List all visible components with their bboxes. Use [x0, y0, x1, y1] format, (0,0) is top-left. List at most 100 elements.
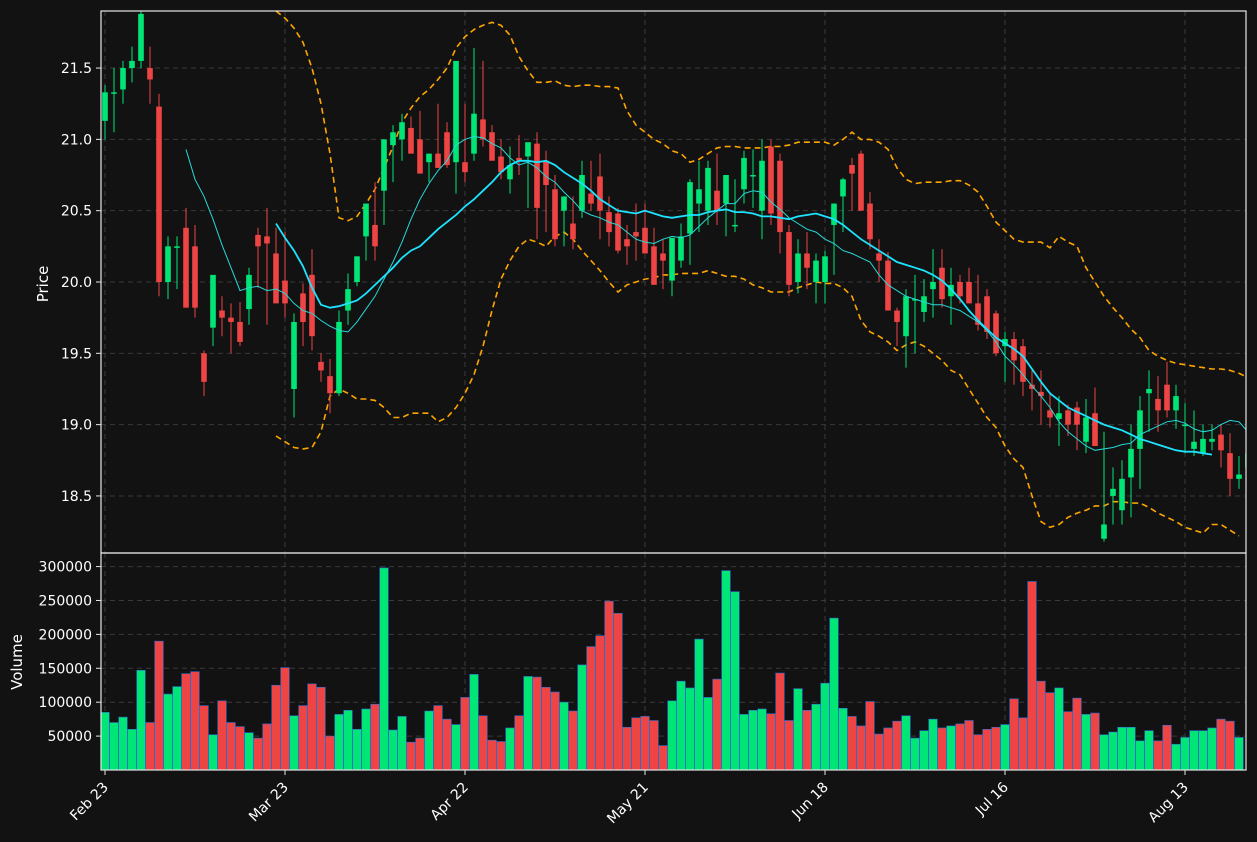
candle-body — [984, 296, 990, 332]
candle-body — [1074, 407, 1080, 425]
volume-tick-label: 50000 — [47, 729, 92, 745]
candle-body — [1182, 424, 1188, 427]
candle-body — [849, 165, 855, 174]
candle-body — [597, 176, 603, 211]
candle-body — [300, 293, 306, 322]
candle-body — [1200, 438, 1206, 454]
volume-bar — [1171, 743, 1181, 771]
candle-body — [750, 175, 756, 177]
volume-bar — [136, 670, 146, 771]
volume-bar — [730, 591, 740, 771]
candle-body — [174, 246, 180, 248]
volume-bar — [514, 715, 524, 771]
candle-body — [939, 267, 945, 300]
volume-bar — [181, 673, 191, 771]
volume-bar — [1072, 697, 1082, 771]
moving-averages — [185, 135, 1246, 456]
volume-bar — [478, 715, 488, 771]
candle-body — [1191, 441, 1197, 449]
bollinger-lower-line — [275, 231, 1240, 537]
candle-body — [192, 246, 198, 308]
candle-body — [165, 246, 171, 282]
volume-bar — [352, 729, 362, 771]
volume-bar — [892, 720, 902, 771]
candle-body — [354, 256, 360, 282]
volume-bar — [595, 635, 605, 771]
candle-body — [822, 256, 828, 282]
candle-body — [615, 213, 621, 251]
volume-bar — [631, 717, 641, 771]
candle-body — [1218, 434, 1224, 451]
candle-body — [390, 132, 396, 146]
candle-body — [1173, 396, 1179, 411]
volume-bar — [424, 710, 434, 771]
volume-tick-label: 150000 — [39, 661, 92, 677]
candle-body — [795, 253, 801, 282]
volume-bar — [685, 687, 695, 771]
volume-bar — [901, 715, 911, 771]
volume-bar — [244, 732, 254, 771]
volume-bar — [964, 720, 974, 771]
volume-bar — [190, 671, 200, 771]
candle-body — [624, 239, 630, 247]
candle-body — [147, 68, 153, 80]
candle-body — [345, 289, 351, 311]
volume-bar — [388, 729, 398, 771]
volume-bar — [1225, 720, 1235, 771]
candle-body — [1038, 391, 1044, 397]
candle-body — [210, 274, 216, 328]
candle-body — [516, 157, 522, 161]
volume-bar — [1099, 734, 1109, 771]
volume-panel-frame — [100, 552, 1247, 771]
volume-bar — [406, 741, 416, 771]
price-tick-label: 19.5 — [61, 346, 92, 362]
candle-body — [219, 310, 225, 318]
volume-bar — [649, 720, 659, 771]
volume-bar — [199, 705, 209, 771]
volume-bar — [1081, 714, 1091, 771]
volume-bar — [505, 727, 515, 771]
volume-bar — [640, 716, 650, 771]
price-tick-label: 19.0 — [61, 418, 92, 434]
volume-bar — [487, 739, 497, 771]
volume-bar — [325, 735, 335, 771]
candle-body — [183, 227, 189, 308]
volume-bar — [316, 686, 326, 771]
candle-body — [336, 321, 342, 394]
volume-bar — [937, 727, 947, 771]
candle-body — [453, 60, 459, 163]
candle-body — [993, 313, 999, 354]
candle-body — [291, 321, 297, 389]
volume-bar — [1126, 726, 1136, 771]
volume-bar — [928, 718, 938, 771]
candle-body — [669, 237, 675, 281]
volume-bar — [1108, 731, 1118, 771]
volume-bar — [289, 715, 299, 771]
candle-body — [471, 113, 477, 154]
candle-body — [426, 153, 432, 163]
volume-bar — [1045, 692, 1055, 771]
bollinger-upper-line — [275, 11, 1246, 378]
candle-body — [1047, 410, 1053, 418]
candle-body — [732, 224, 738, 227]
candle-body — [138, 13, 144, 61]
candle-body — [1209, 438, 1215, 442]
volume-bar — [469, 674, 479, 771]
candle-body — [723, 175, 729, 204]
candle-body — [525, 142, 531, 157]
volume-bar — [865, 701, 875, 771]
candle-body — [381, 139, 387, 191]
candle-body — [894, 310, 900, 322]
candle-body — [111, 92, 117, 94]
candle-body — [120, 68, 126, 90]
candle-body — [966, 282, 972, 304]
candle-body — [804, 253, 810, 268]
price-tick-label: 21.5 — [61, 61, 92, 77]
volume-bar — [658, 745, 668, 771]
candle-body — [912, 299, 918, 301]
candle-body — [498, 156, 504, 173]
candle-body — [543, 160, 549, 186]
candle-body — [651, 246, 657, 285]
volume-bar — [568, 710, 578, 771]
